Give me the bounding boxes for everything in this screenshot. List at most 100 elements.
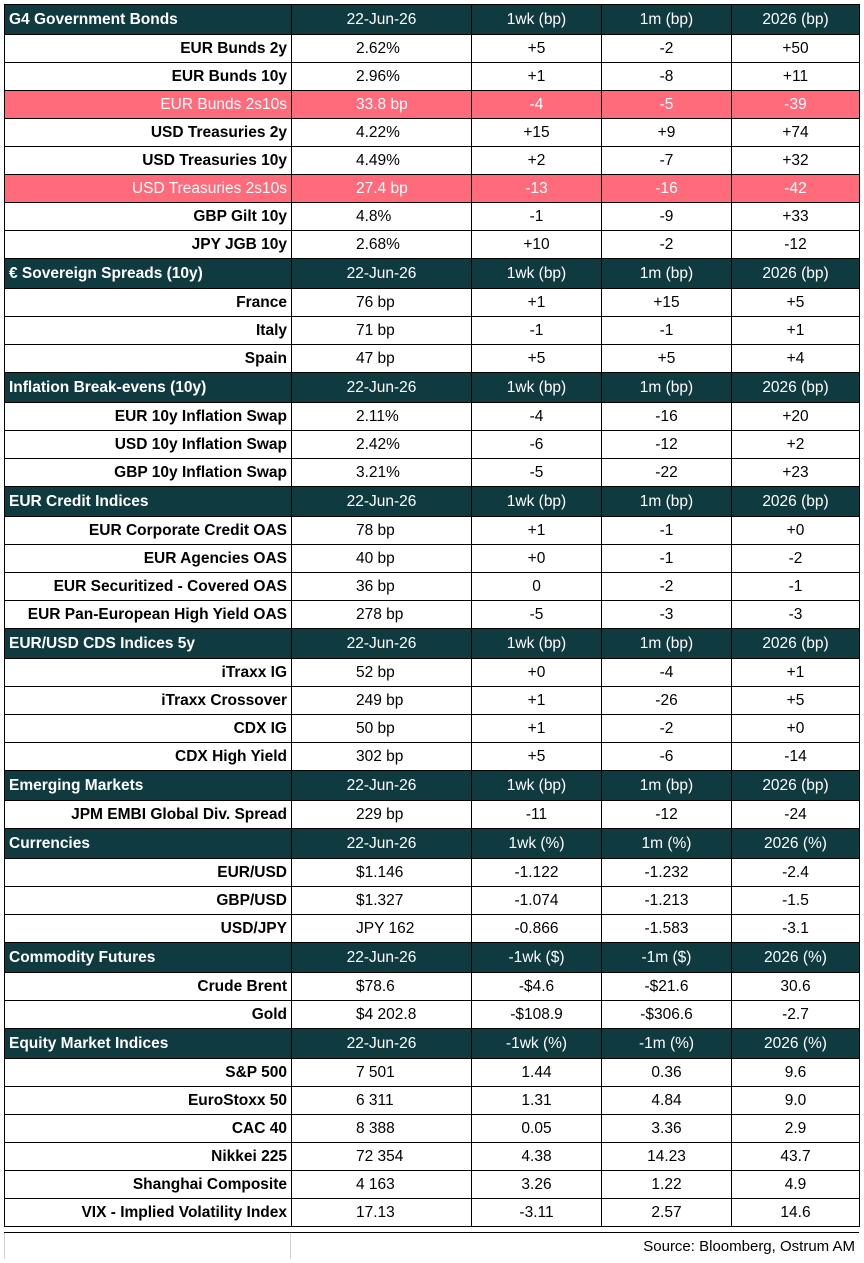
value-1wk: 0	[471, 572, 602, 601]
value-1m: -1	[601, 316, 732, 345]
value-current: 2.96%	[291, 62, 472, 91]
value-ytd: +23	[731, 458, 860, 487]
value-1wk: +0	[471, 544, 602, 573]
value-ytd: +74	[731, 118, 860, 147]
value-1wk: -4	[471, 90, 602, 119]
value-ytd: +5	[731, 288, 860, 317]
value-1m: -12	[601, 430, 732, 459]
value-1m: -7	[601, 146, 732, 175]
value-1m: -6	[601, 742, 732, 771]
value-1wk: -1.122	[471, 858, 602, 887]
value-1wk: +5	[471, 742, 602, 771]
section-title: EUR/USD CDS Indices 5y	[4, 628, 292, 659]
value-ytd: +50	[731, 34, 860, 63]
value-1m: -$306.6	[601, 1000, 732, 1029]
value-current: 8 388	[291, 1114, 472, 1143]
value-1m: 3.36	[601, 1114, 732, 1143]
column-header: 1m (bp)	[601, 628, 732, 659]
row-label: GBP/USD	[4, 886, 292, 915]
column-header: 2026 (%)	[731, 828, 860, 859]
table-row: VIX - Implied Volatility Index 17.13 -3.11…	[4, 1198, 860, 1227]
table-row: S&P 500 7 501 1.44 0.36 9.6	[4, 1058, 860, 1087]
value-1m: -26	[601, 686, 732, 715]
row-label: USD/JPY	[4, 914, 292, 943]
value-1wk: +5	[471, 34, 602, 63]
table-row: Crude Brent $78.6 -$4.6 -$21.6 30.6	[4, 972, 860, 1001]
value-current: 3.21%	[291, 458, 472, 487]
column-header: 2026 (bp)	[731, 4, 860, 35]
value-current: $4 202.8	[291, 1000, 472, 1029]
table-row: USD Treasuries 2y 4.22% +15 +9 +74	[4, 118, 860, 147]
row-label: EUR Bunds 10y	[4, 62, 292, 91]
value-ytd: +1	[731, 316, 860, 345]
table-row: GBP 10y Inflation Swap 3.21% -5 -22 +23	[4, 458, 860, 487]
value-1wk: +1	[471, 714, 602, 743]
value-current: 7 501	[291, 1058, 472, 1087]
table-row: USD Treasuries 2s10s 27.4 bp -13 -16 -42	[4, 174, 860, 203]
column-header: -1m (%)	[601, 1028, 732, 1059]
table-row: Spain 47 bp +5 +5 +4	[4, 344, 860, 373]
value-1m: -16	[601, 402, 732, 431]
column-header: 2026 (%)	[731, 1028, 860, 1059]
value-1m: -8	[601, 62, 732, 91]
section-header-commodity-futures: Commodity Futures 22-Jun-26 -1wk ($) -1m ($…	[4, 942, 860, 973]
value-1wk: -6	[471, 430, 602, 459]
value-1m: -1	[601, 516, 732, 545]
value-1wk: -1.074	[471, 886, 602, 915]
value-ytd: +32	[731, 146, 860, 175]
section-header-emerging-markets: Emerging Markets 22-Jun-26 1wk (bp) 1m (bp)…	[4, 770, 860, 801]
section-title: Equity Market Indices	[4, 1028, 292, 1059]
value-current: 36 bp	[291, 572, 472, 601]
column-header: 22-Jun-26	[291, 628, 472, 659]
value-current: 76 bp	[291, 288, 472, 317]
column-header: 1wk (bp)	[471, 770, 602, 801]
column-header: 2026 (bp)	[731, 486, 860, 517]
value-1wk: -1	[471, 316, 602, 345]
value-1wk: -11	[471, 800, 602, 829]
value-current: 50 bp	[291, 714, 472, 743]
value-1m: -2	[601, 230, 732, 259]
value-1wk: 4.38	[471, 1142, 602, 1171]
value-1m: -2	[601, 714, 732, 743]
column-header: 2026 (bp)	[731, 372, 860, 403]
value-1m: -12	[601, 800, 732, 829]
row-label: EUR Bunds 2y	[4, 34, 292, 63]
section-title: Inflation Break-evens (10y)	[4, 372, 292, 403]
row-label: EUR Agencies OAS	[4, 544, 292, 573]
table-row: USD 10y Inflation Swap 2.42% -6 -12 +2	[4, 430, 860, 459]
row-label: EUR 10y Inflation Swap	[4, 402, 292, 431]
table-row: EUR Bunds 2y 2.62% +5 -2 +50	[4, 34, 860, 63]
row-label: EUR Bunds 2s10s	[4, 90, 292, 119]
value-1wk: 1.44	[471, 1058, 602, 1087]
value-1wk: -$4.6	[471, 972, 602, 1001]
value-1wk: +10	[471, 230, 602, 259]
table-row: GBP Gilt 10y 4.8% -1 -9 +33	[4, 202, 860, 231]
column-header: 1m (%)	[601, 828, 732, 859]
table-row: EUR Corporate Credit OAS 78 bp +1 -1 +0	[4, 516, 860, 545]
value-1m: 14.23	[601, 1142, 732, 1171]
column-header: 1wk (bp)	[471, 372, 602, 403]
row-label: EuroStoxx 50	[4, 1086, 292, 1115]
value-current: 2.11%	[291, 402, 472, 431]
market-data-table: G4 Government Bonds 22-Jun-26 1wk (bp) 1m (…	[4, 4, 860, 1227]
value-ytd: -12	[731, 230, 860, 259]
section-header-equity-market-indices: Equity Market Indices 22-Jun-26 -1wk (%) -1…	[4, 1028, 860, 1059]
value-ytd: 2.9	[731, 1114, 860, 1143]
value-1wk: +0	[471, 658, 602, 687]
column-header: 22-Jun-26	[291, 486, 472, 517]
row-label: France	[4, 288, 292, 317]
column-header: -1wk (%)	[471, 1028, 602, 1059]
row-label: USD 10y Inflation Swap	[4, 430, 292, 459]
value-current: 71 bp	[291, 316, 472, 345]
row-label: GBP 10y Inflation Swap	[4, 458, 292, 487]
value-current: $78.6	[291, 972, 472, 1001]
row-label: iTraxx Crossover	[4, 686, 292, 715]
table-row: Italy 71 bp -1 -1 +1	[4, 316, 860, 345]
value-ytd: -2.7	[731, 1000, 860, 1029]
value-1wk: -5	[471, 600, 602, 629]
value-ytd: +4	[731, 344, 860, 373]
value-current: 2.42%	[291, 430, 472, 459]
row-label: EUR Securitized - Covered OAS	[4, 572, 292, 601]
table-row: JPM EMBI Global Div. Spread 229 bp -11 -12-…	[4, 800, 860, 829]
